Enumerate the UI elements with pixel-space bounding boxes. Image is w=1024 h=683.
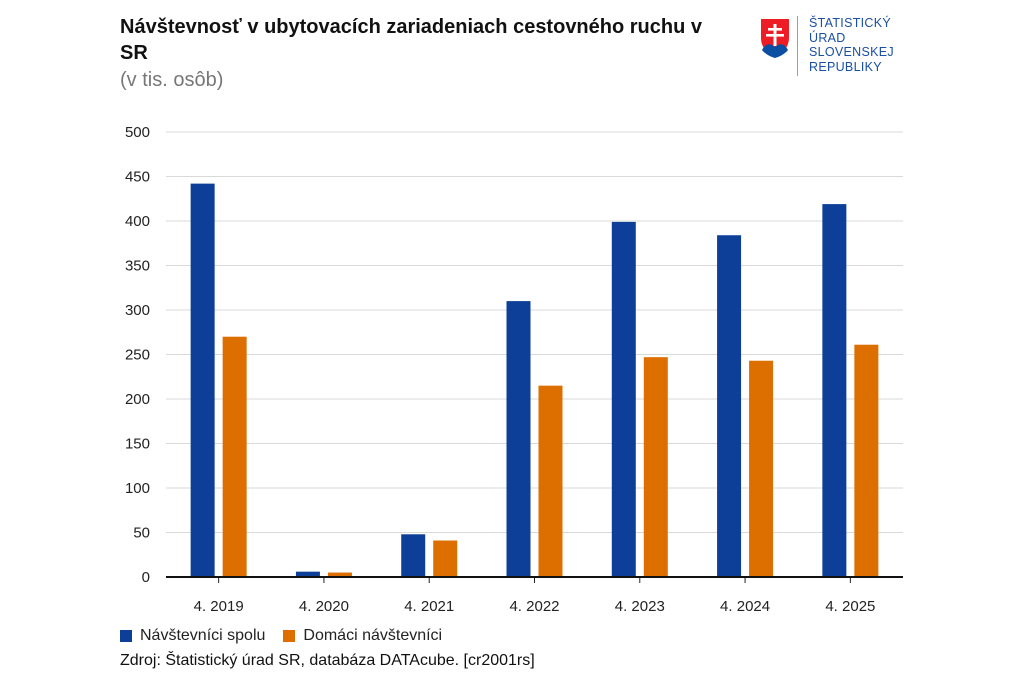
y-tick-label: 300 bbox=[125, 302, 150, 319]
x-tick-label: 4. 2023 bbox=[615, 598, 665, 615]
y-tick-label: 500 bbox=[125, 124, 150, 141]
bar-domestic[interactable] bbox=[538, 385, 563, 577]
y-tick-label: 0 bbox=[142, 569, 150, 586]
legend-label-total: Návštevníci spolu bbox=[140, 627, 266, 644]
bar-total[interactable] bbox=[717, 235, 742, 578]
x-tick-label: 4. 2019 bbox=[194, 598, 244, 615]
x-tick-label: 4. 2020 bbox=[299, 598, 349, 615]
bar-domestic[interactable] bbox=[327, 572, 352, 577]
legend-label-domestic: Domáci návštevníci bbox=[303, 627, 443, 644]
x-tick-label: 4. 2025 bbox=[825, 598, 875, 615]
bar-total[interactable] bbox=[401, 534, 426, 577]
bar-domestic[interactable] bbox=[222, 336, 247, 577]
logo-divider bbox=[797, 16, 798, 76]
bar-total[interactable] bbox=[822, 204, 847, 577]
source-note: Zdroj: Štatistický úrad SR, databáza DAT… bbox=[120, 652, 535, 669]
y-tick-label: 100 bbox=[125, 480, 150, 497]
bar-domestic[interactable] bbox=[643, 357, 668, 577]
bar-domestic[interactable] bbox=[749, 360, 774, 577]
bar-total[interactable] bbox=[611, 221, 636, 577]
bar-total[interactable] bbox=[295, 571, 320, 577]
legend-item-total[interactable]: Návštevníci spolu bbox=[120, 627, 265, 645]
legend-swatch-total bbox=[120, 630, 132, 642]
logo-line-2: ÚRAD bbox=[809, 30, 846, 45]
y-tick-label: 450 bbox=[125, 169, 150, 186]
logo-line-3: SLOVENSKEJ bbox=[809, 45, 894, 59]
sus-logo: ŠTATISTICKÝ ÚRAD SLOVENSKEJ REPUBLIKY bbox=[758, 16, 918, 76]
logo-line-1: ŠTATISTICKÝ bbox=[809, 16, 892, 30]
y-tick-label: 350 bbox=[125, 258, 150, 275]
y-tick-label: 200 bbox=[125, 391, 150, 408]
bar-total[interactable] bbox=[190, 183, 215, 577]
x-tick-label: 4. 2022 bbox=[509, 598, 559, 615]
y-tick-label: 150 bbox=[125, 436, 150, 453]
x-tick-label: 4. 2021 bbox=[404, 598, 454, 615]
y-tick-label: 250 bbox=[125, 347, 150, 364]
logo-text: ŠTATISTICKÝ ÚRAD SLOVENSKEJ REPUBLIKY bbox=[809, 16, 894, 74]
chart-title: Návštevnosť v ubytovacích zariadeniach c… bbox=[120, 16, 703, 64]
bar-total[interactable] bbox=[506, 301, 531, 577]
bar-domestic[interactable] bbox=[854, 344, 879, 577]
chart-subtitle: (v tis. osôb) bbox=[120, 69, 224, 91]
x-tick-label: 4. 2024 bbox=[720, 598, 770, 615]
bar-domestic[interactable] bbox=[433, 540, 458, 577]
slovak-coat-of-arms-icon bbox=[759, 17, 791, 60]
legend: Návštevníci spolu Domáci návštevníci bbox=[120, 627, 460, 645]
legend-item-domestic[interactable]: Domáci návštevníci bbox=[283, 627, 442, 645]
y-tick-label: 50 bbox=[133, 525, 150, 542]
legend-swatch-domestic bbox=[283, 630, 296, 642]
logo-line-4: REPUBLIKY bbox=[809, 59, 882, 74]
y-tick-label: 400 bbox=[125, 213, 150, 230]
